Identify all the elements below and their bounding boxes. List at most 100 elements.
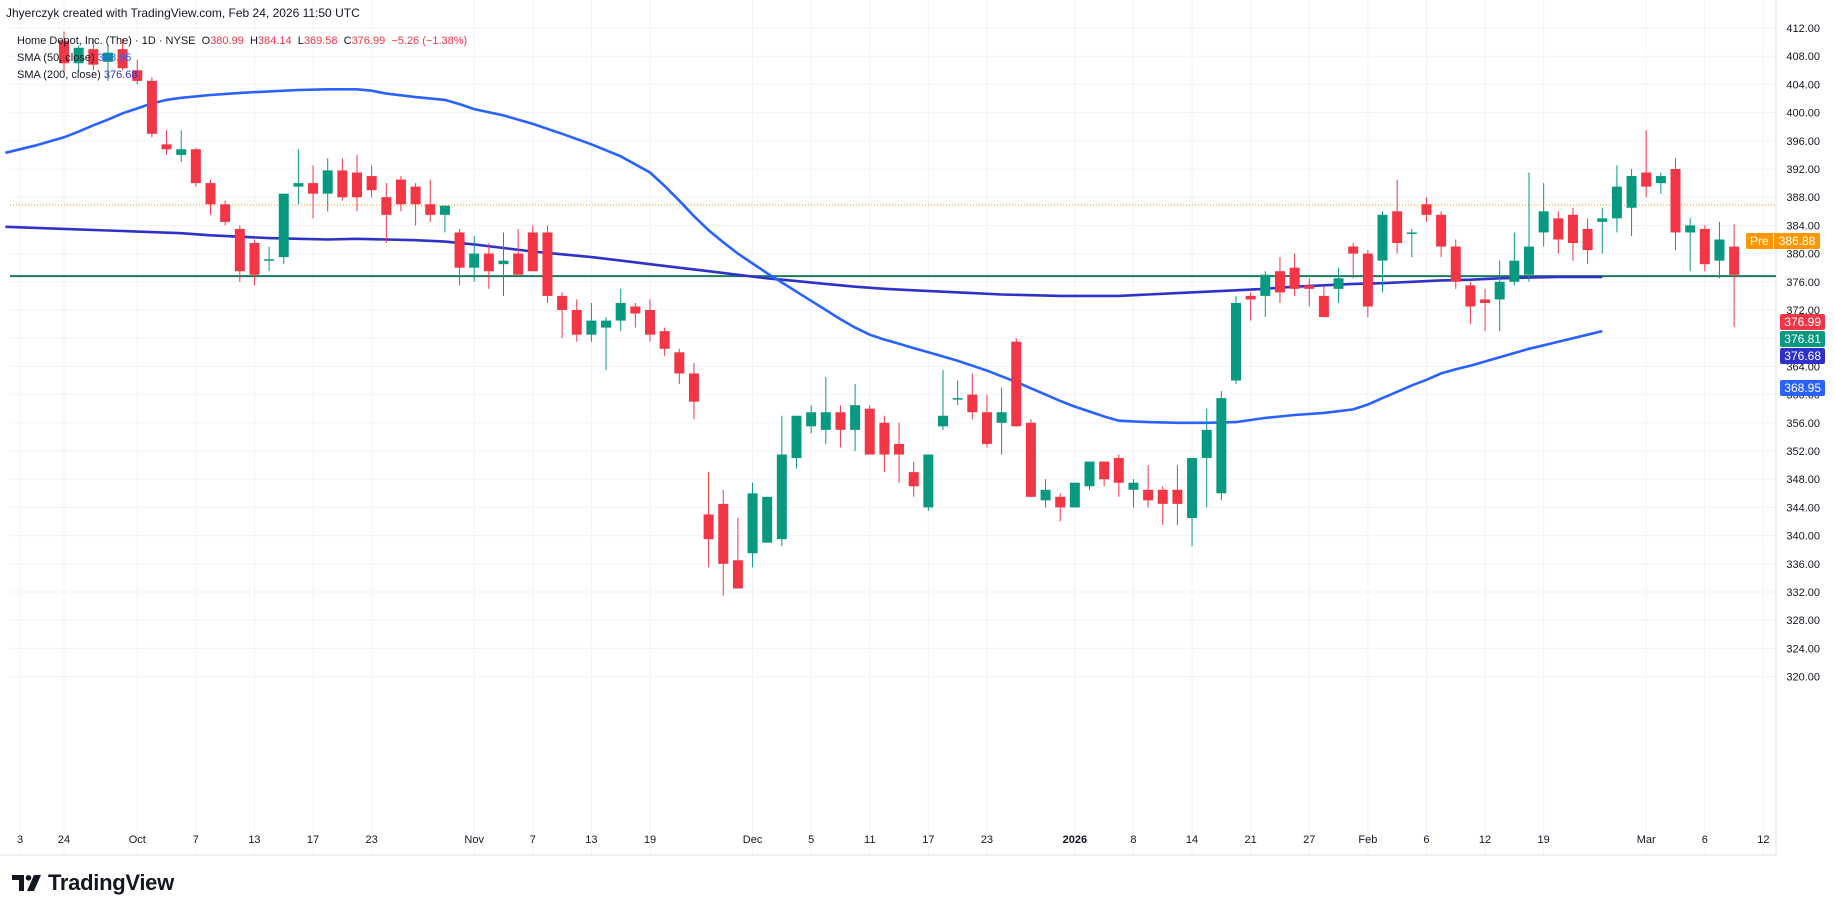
grid-lines <box>10 0 1776 855</box>
time-tick-label: Dec <box>743 834 763 846</box>
legend-change: −5.26 (−1.38%) <box>391 35 468 47</box>
candle-body <box>337 170 348 198</box>
price-tick-label: 384.00 <box>1786 220 1820 232</box>
candle-body <box>366 176 377 191</box>
candle <box>1377 211 1388 293</box>
legend-sma200-label: SMA (200, close) <box>17 69 101 81</box>
candle <box>278 193 289 265</box>
candle-body <box>1392 211 1403 244</box>
candle-body <box>1025 422 1036 497</box>
sma50-price-tag: 368.95 <box>1780 380 1825 396</box>
candle <box>117 38 128 71</box>
candle <box>1040 479 1051 508</box>
price-tick-label: 344.00 <box>1786 502 1820 514</box>
candle-body <box>1729 246 1740 275</box>
candle-body <box>967 394 978 413</box>
premarket-tag: Pre 386.88 <box>1746 233 1821 249</box>
candle-body <box>190 149 201 184</box>
candle <box>1670 158 1681 251</box>
time-tick-label: Nov <box>464 834 484 846</box>
candle <box>410 183 421 226</box>
candle <box>1187 458 1198 547</box>
candle-body <box>1362 253 1373 307</box>
time-tick-label: 19 <box>1538 834 1550 846</box>
time-tick-label: 12 <box>1479 834 1491 846</box>
candle-body <box>1524 246 1534 275</box>
candle <box>190 147 201 187</box>
candle <box>352 154 362 212</box>
time-tick-label: 23 <box>981 834 993 846</box>
candle <box>703 472 714 568</box>
price-tick-label: 404.00 <box>1786 79 1820 91</box>
candle-body <box>1333 278 1344 289</box>
candle-body <box>1450 246 1461 282</box>
candle-body <box>1274 271 1285 293</box>
time-tick-label: 24 <box>58 834 70 846</box>
candle-body <box>513 253 524 275</box>
price-tick-label: 400.00 <box>1786 108 1820 120</box>
premarket-value: 386.88 <box>1772 233 1821 249</box>
tradingview-logo[interactable]: TradingView <box>12 870 174 896</box>
candle <box>1421 197 1432 222</box>
candle-body <box>102 52 113 62</box>
price-tick-label: 328.00 <box>1786 615 1820 627</box>
candle <box>645 299 655 342</box>
candle-body <box>806 412 817 427</box>
candle-body <box>923 454 934 508</box>
time-tick-label: Mar <box>1637 834 1656 846</box>
candle-body <box>425 204 436 215</box>
candle <box>381 183 392 244</box>
candle <box>146 77 157 138</box>
candle-body <box>1480 299 1491 303</box>
candle <box>395 176 406 212</box>
candle-body <box>688 373 699 402</box>
candle <box>1348 243 1359 279</box>
candle <box>1113 454 1124 497</box>
candle <box>776 415 787 547</box>
candle <box>161 130 172 155</box>
candle-body <box>88 49 99 65</box>
candle <box>864 405 875 455</box>
candle-body <box>703 514 714 540</box>
candle-body <box>234 228 245 272</box>
time-tick-label: 21 <box>1245 834 1257 846</box>
candle-body <box>1084 461 1095 487</box>
legend-low-label: L <box>297 35 304 47</box>
candle <box>527 225 538 272</box>
candle <box>176 130 187 162</box>
candle <box>308 165 319 219</box>
candle-body <box>1626 176 1637 208</box>
candle-body <box>894 443 905 455</box>
legend-low-value: 369.58 <box>303 35 338 47</box>
candle-body <box>981 412 992 444</box>
sma50-series <box>5 88 1603 425</box>
candle-body <box>879 422 890 455</box>
legend-sma200-row[interactable]: SMA (200, close) 376.68 <box>17 67 467 84</box>
candle-body <box>601 320 612 328</box>
candle-body <box>674 352 685 374</box>
candle <box>1011 338 1022 427</box>
candle <box>1201 408 1212 508</box>
legend-symbol-row[interactable]: Home Depot, Inc. (The) · 1D · NYSE O380.… <box>17 33 467 50</box>
candle-body <box>1655 176 1666 184</box>
sma200-price-tag: 376.68 <box>1780 348 1825 364</box>
legend-open-value: 380.99 <box>210 35 244 47</box>
candle-body <box>1406 232 1417 234</box>
candle <box>337 158 348 201</box>
legend-open-label: O <box>201 35 211 47</box>
candle-body <box>732 560 743 589</box>
legend-sma50-row[interactable]: SMA (50, close) 368.95 <box>17 50 467 67</box>
time-tick-label: 3 <box>17 834 23 846</box>
legend-sma200-value: 376.68 <box>103 69 138 81</box>
candle-body <box>1553 218 1564 240</box>
candle-body <box>1128 482 1139 490</box>
candle-body <box>381 197 392 215</box>
candle <box>1465 281 1476 325</box>
candle <box>1318 285 1329 318</box>
candle-body <box>410 186 421 205</box>
candle-body <box>498 260 509 265</box>
candlestick-series <box>59 31 1740 596</box>
candle-body <box>996 412 1007 423</box>
candle <box>366 165 377 198</box>
